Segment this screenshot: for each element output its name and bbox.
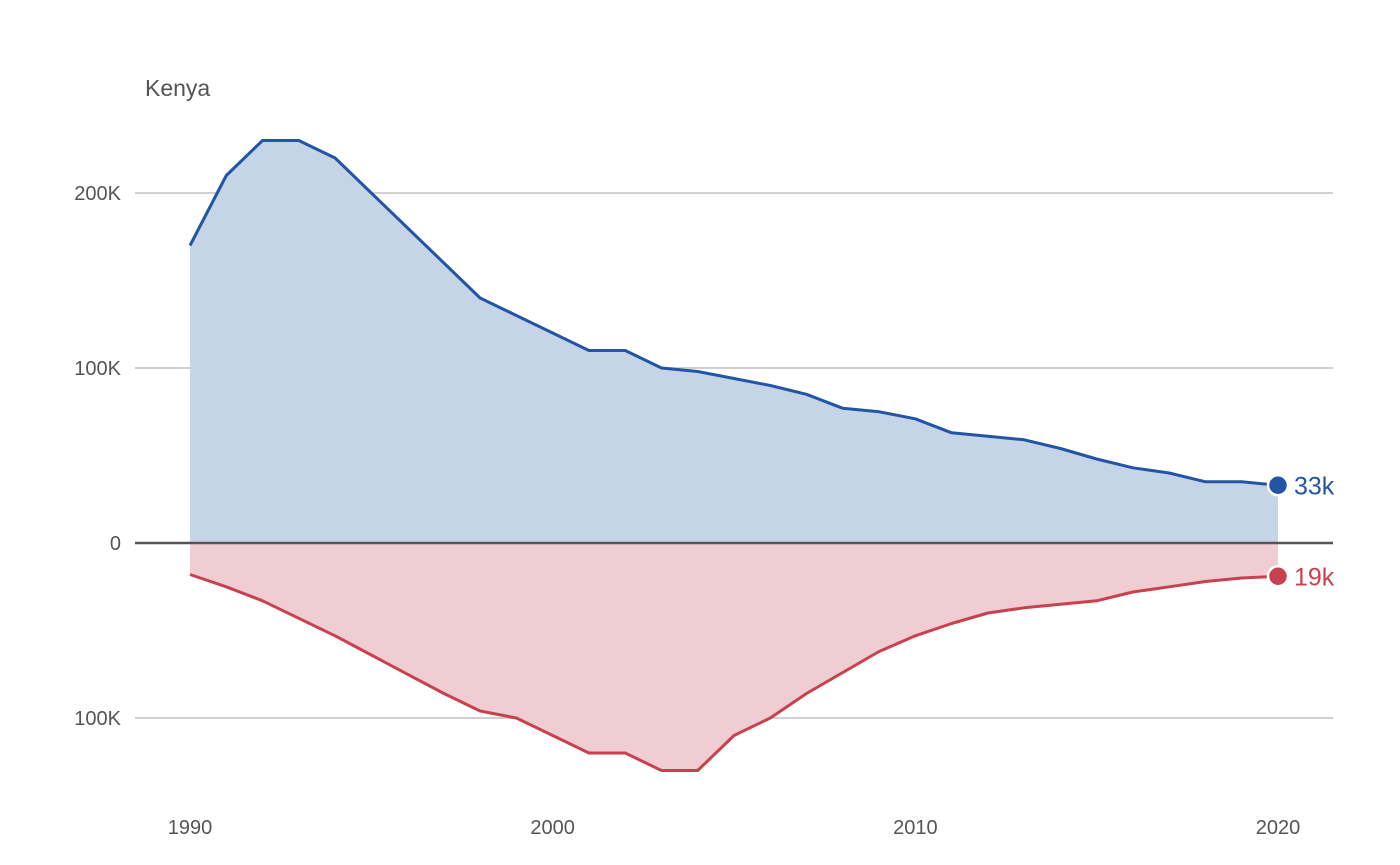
- x-tick-label: 2000: [530, 817, 575, 839]
- series-end-marker-1: [1266, 474, 1290, 497]
- x-tick-label: 2020: [1256, 817, 1301, 839]
- y-tick-label: 100K: [74, 358, 121, 380]
- x-tick-label: 1990: [168, 817, 213, 839]
- series-lines: [188, 139, 1279, 772]
- y-tick-label: 0: [110, 533, 121, 555]
- series-end-label-2: 19k: [1294, 563, 1335, 591]
- areas: [135, 140, 1333, 771]
- chart-title: Kenya: [145, 75, 210, 101]
- y-tick-label: 200K: [74, 183, 121, 205]
- series-area-2: [190, 543, 1278, 771]
- series-end-label-1: 33k: [1294, 472, 1335, 500]
- y-tick-label: 100K: [74, 708, 121, 730]
- series-line-1: [188, 139, 1279, 487]
- x-tick-label: 2010: [893, 817, 938, 839]
- axes: 200K 100K 0 100K 1990 2000 2010 2020: [74, 183, 1300, 839]
- series-area-1: [190, 140, 1278, 543]
- series-line-2: [189, 573, 1279, 772]
- series-end-marker-2: [1266, 565, 1290, 588]
- end-markers: 33k 19k: [1266, 472, 1335, 591]
